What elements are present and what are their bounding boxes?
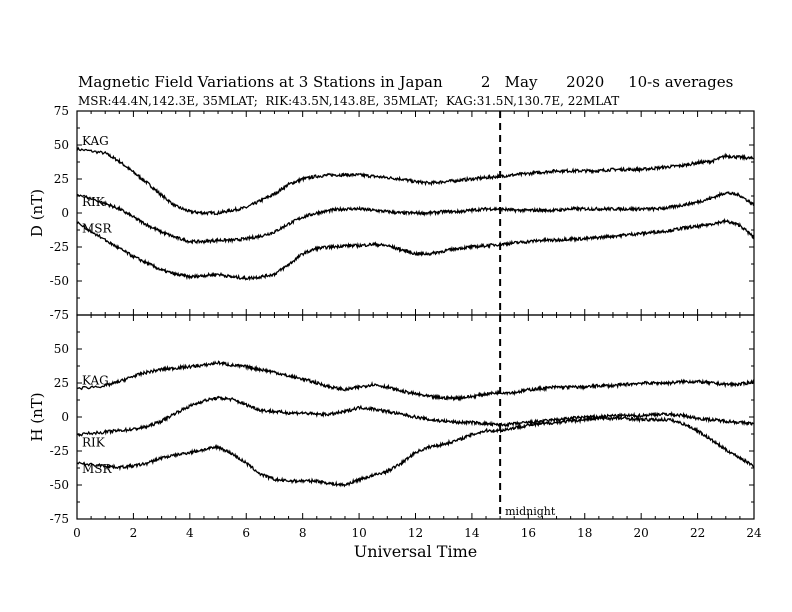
x-tick-label: 10 [351,526,366,540]
x-tick-label: 16 [521,526,536,540]
x-tick-label: 4 [186,526,194,540]
series-line-rik [76,191,755,245]
y-axis-label: H (nT) [28,392,46,441]
y-tick-label: 25 [54,376,69,390]
x-tick-label: 22 [690,526,705,540]
series-line-msr [76,415,755,488]
y-tick-label: 25 [54,172,69,186]
x-tick-label: 0 [73,526,81,540]
title-day: 2 [480,73,491,91]
y-tick-label: 75 [54,104,69,118]
chart-title: Magnetic Field Variations at 3 Stations … [78,73,733,91]
series-line-kag [76,146,755,216]
title-averages: 10-s averages [628,73,734,91]
y-tick-label: -50 [50,274,69,288]
y-tick-label: 50 [54,342,69,356]
series-label-msr: MSR [82,462,113,476]
y-tick-label: -75 [50,512,69,526]
station-coordinates: MSR:44.4N,142.3E, 35MLAT; RIK:43.5N,143.… [78,94,620,108]
series-line-rik [76,395,755,437]
series-label-rik: RIK [82,436,106,450]
series-label-kag: KAG [82,373,109,387]
y-tick-label: -50 [50,478,69,492]
series-label-rik: RIK [82,195,106,209]
x-tick-label: 20 [634,526,649,540]
title-month: May [504,73,538,91]
series-line-msr [76,217,755,282]
x-tick-label: 18 [577,526,592,540]
y-axis-label: D (nT) [28,189,46,237]
y-tick-label: 0 [61,410,69,424]
y-tick-label: -25 [50,444,69,458]
y-tick-label: 50 [54,138,69,152]
x-tick-label: 24 [746,526,762,540]
y-tick-label: 0 [61,206,69,220]
title-year: 2020 [566,73,605,91]
x-axis-label: Universal Time [354,542,477,561]
x-tick-label: 14 [464,526,480,540]
y-tick-label: -25 [50,240,69,254]
x-tick-label: 6 [242,526,250,540]
x-tick-label: 8 [299,526,307,540]
y-tick-label: -75 [50,308,69,322]
midnight-label: midnight [505,505,556,518]
series-label-msr: MSR [82,222,113,236]
x-tick-label: 12 [408,526,423,540]
series-label-kag: KAG [82,134,109,148]
title-main: Magnetic Field Variations at 3 Stations … [78,73,443,91]
series-line-kag [76,360,755,402]
x-tick-label: 2 [130,526,138,540]
